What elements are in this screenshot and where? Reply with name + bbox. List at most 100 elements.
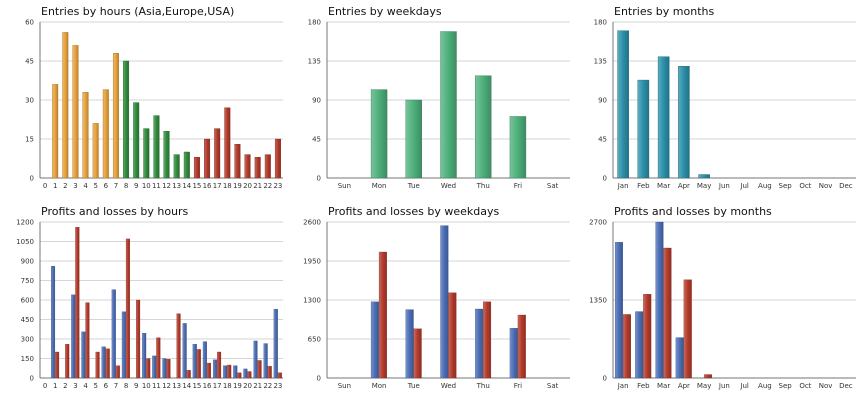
chart-title: Entries by months bbox=[614, 5, 714, 18]
x-tick-label: 1 bbox=[53, 182, 57, 190]
bar bbox=[370, 301, 379, 379]
bar bbox=[142, 332, 147, 379]
x-tick-label: Feb bbox=[637, 382, 650, 390]
x-tick-label: Oct bbox=[799, 382, 811, 390]
x-tick-label: Aug bbox=[758, 182, 772, 190]
bar bbox=[146, 358, 151, 379]
x-tick-label: 18 bbox=[223, 182, 232, 190]
x-tick-label: 13 bbox=[172, 182, 181, 190]
y-tick-label: 15 bbox=[25, 136, 34, 144]
y-tick-label: 600 bbox=[21, 297, 34, 305]
x-tick-label: 1 bbox=[53, 382, 57, 390]
bar bbox=[675, 337, 684, 379]
bar bbox=[65, 344, 70, 379]
y-tick-label: 60 bbox=[25, 19, 34, 27]
bar bbox=[55, 351, 60, 379]
y-tick-label: 45 bbox=[312, 136, 321, 144]
bar bbox=[212, 359, 218, 379]
chart-entries-by-hours-svg: Entries by hours (Asia,Europe,USA)015304… bbox=[25, 5, 283, 190]
chart-profits-losses-by-weekdays-svg: Profits and losses by weekdays 0 650 1300 19… bbox=[303, 205, 570, 390]
bar bbox=[257, 360, 262, 379]
bar bbox=[253, 340, 258, 379]
x-tick-label: Jan bbox=[617, 182, 629, 190]
bar bbox=[254, 156, 261, 179]
bar bbox=[163, 130, 170, 179]
bar bbox=[273, 308, 278, 379]
x-tick-label: Feb bbox=[637, 182, 650, 190]
x-tick-label: Sat bbox=[547, 382, 559, 390]
x-tick-label: Oct bbox=[799, 182, 811, 190]
bar bbox=[214, 128, 221, 179]
bar bbox=[247, 371, 252, 379]
x-tick-label: 11 bbox=[152, 182, 161, 190]
bar bbox=[263, 343, 268, 379]
bar bbox=[440, 225, 449, 379]
y-tick-label: 90 bbox=[598, 97, 607, 105]
bar bbox=[617, 30, 629, 179]
x-tick-label: 13 bbox=[172, 382, 181, 390]
y-tick-label: 1050 bbox=[16, 238, 34, 246]
x-tick-label: Sun bbox=[338, 382, 351, 390]
x-tick-label: 10 bbox=[142, 382, 151, 390]
x-tick-label: Nov bbox=[819, 182, 833, 190]
x-tick-label: 19 bbox=[233, 382, 242, 390]
bar bbox=[62, 32, 69, 179]
bar bbox=[622, 314, 631, 379]
y-tick-label: 180 bbox=[594, 19, 607, 27]
bar bbox=[483, 301, 492, 379]
bar bbox=[192, 344, 197, 379]
x-tick-label: 7 bbox=[114, 382, 118, 390]
x-tick-label: Sep bbox=[779, 182, 793, 190]
x-tick-label: Jun bbox=[718, 182, 730, 190]
x-tick-label: 11 bbox=[152, 382, 161, 390]
bar bbox=[112, 53, 119, 179]
x-tick-label: 17 bbox=[213, 382, 222, 390]
x-tick-label: 15 bbox=[192, 182, 201, 190]
y-tick-label: 0 bbox=[317, 375, 321, 383]
bar bbox=[509, 328, 518, 379]
x-tick-label: 0 bbox=[43, 182, 47, 190]
x-tick-label: Fri bbox=[514, 182, 522, 190]
x-tick-label: Mar bbox=[657, 182, 670, 190]
chart-profits-losses-by-weekdays: Profits and losses by weekdays 0 650 1300 19… bbox=[287, 200, 574, 400]
bar bbox=[183, 151, 190, 179]
y-tick-label: 900 bbox=[21, 258, 34, 266]
bar bbox=[233, 365, 238, 379]
bar bbox=[614, 242, 623, 379]
x-tick-label: Sep bbox=[779, 382, 793, 390]
bar bbox=[102, 89, 109, 179]
bar bbox=[683, 279, 692, 379]
bar bbox=[173, 154, 180, 179]
bar bbox=[657, 56, 670, 179]
chart-entries-by-weekdays: Entries by weekdays 0 45 90 135 180 Sun Mon Tue W… bbox=[287, 0, 574, 200]
bar bbox=[448, 292, 457, 379]
x-tick-label: 2 bbox=[63, 182, 67, 190]
x-tick-label: Jun bbox=[718, 382, 730, 390]
y-tick-label: 135 bbox=[594, 58, 607, 66]
y-tick-label: 1350 bbox=[589, 297, 607, 305]
bar bbox=[217, 351, 222, 379]
bar bbox=[475, 75, 492, 179]
x-tick-label: Wed bbox=[441, 182, 456, 190]
bar bbox=[244, 154, 251, 179]
x-tick-label: Tue bbox=[407, 382, 420, 390]
x-tick-label: May bbox=[697, 382, 711, 390]
x-tick-label: 5 bbox=[93, 182, 97, 190]
chart-title: Profits and losses by months bbox=[614, 205, 772, 218]
bar bbox=[703, 374, 712, 379]
chart-entries-by-weekdays-svg: Entries by weekdays 0 45 90 135 180 Sun Mon Tue W… bbox=[308, 5, 570, 190]
x-tick-label: Tue bbox=[407, 182, 420, 190]
x-tick-label: 20 bbox=[243, 382, 252, 390]
x-tick-label: 10 bbox=[142, 182, 151, 190]
bar bbox=[223, 365, 228, 379]
y-tick-label: 180 bbox=[308, 19, 321, 27]
bar bbox=[224, 107, 231, 179]
y-tick-label: 2700 bbox=[589, 219, 607, 227]
y-tick-label: 750 bbox=[21, 277, 34, 285]
x-tick-label: 15 bbox=[192, 382, 201, 390]
bar bbox=[440, 31, 457, 179]
x-tick-label: 22 bbox=[263, 182, 272, 190]
y-tick-label: 1200 bbox=[16, 219, 34, 227]
chart-title: Profits and losses by weekdays bbox=[328, 205, 499, 218]
bar bbox=[50, 266, 56, 379]
